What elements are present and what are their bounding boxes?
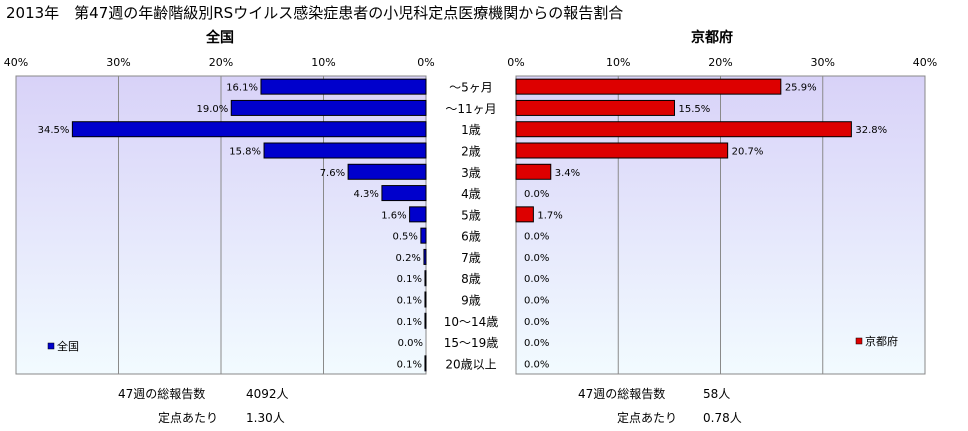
left-legend-label: 全国 [57, 339, 79, 353]
right-bar [515, 163, 552, 180]
category-label: 2歳 [461, 145, 481, 159]
left-tick-label: 0% [417, 56, 434, 69]
category-label: 9歳 [461, 294, 481, 308]
right-data-label: 1.7% [537, 210, 562, 221]
left-bar [409, 206, 427, 223]
category-label: 6歳 [461, 230, 481, 244]
right-tick-label: 30% [811, 56, 835, 69]
left-total-value: 4092人 [246, 387, 289, 401]
right-tick-label: 10% [606, 56, 630, 69]
left-data-label: 7.6% [320, 168, 345, 179]
left-data-label: 15.8% [229, 147, 261, 158]
category-label: 20歳以上 [445, 357, 496, 371]
category-label: 3歳 [461, 166, 481, 180]
left-bar [260, 78, 427, 95]
left-bar [423, 248, 427, 265]
left-legend-swatch [47, 342, 55, 350]
left-total-label: 47週の総報告数 [118, 387, 206, 401]
left-data-label: 4.3% [354, 189, 379, 200]
right-data-label: 25.9% [785, 83, 817, 94]
left-tick-label: 20% [209, 56, 233, 69]
left-data-label: 0.1% [397, 359, 422, 370]
left-bar [263, 142, 427, 159]
category-label: 8歳 [461, 272, 481, 286]
left-bar [230, 99, 427, 116]
left-bar [71, 121, 427, 138]
right-tick-label: 20% [708, 56, 732, 69]
left-bar [424, 291, 427, 308]
right-per-label: 定点あたり [617, 411, 678, 425]
left-bar [420, 227, 427, 244]
category-label: ～5ヶ月 [449, 81, 493, 95]
category-label: 10～14歳 [444, 315, 499, 329]
left-per-value: 1.30人 [246, 411, 285, 425]
right-total-value: 58人 [703, 387, 731, 401]
category-label: 1歳 [461, 123, 481, 137]
right-data-label: 0.0% [524, 253, 549, 264]
left-tick-label: 40% [4, 56, 28, 69]
left-bar [424, 355, 427, 372]
right-bar [515, 142, 729, 159]
left-bar [424, 270, 427, 287]
right-data-label: 0.0% [524, 232, 549, 243]
right-data-label: 0.0% [524, 189, 549, 200]
left-data-label: 0.1% [397, 296, 422, 307]
left-data-label: 0.5% [392, 232, 417, 243]
category-label: 4歳 [461, 187, 481, 201]
right-tick-label: 40% [913, 56, 937, 69]
right-legend-label: 京都府 [865, 334, 898, 348]
page-title: 2013年 第47週の年齢階級別RSウイルス感染症患者の小児科定点医療機関からの… [6, 4, 624, 22]
left-data-label: 34.5% [38, 125, 70, 136]
right-bar [515, 78, 782, 95]
right-bar [515, 121, 852, 138]
left-data-label: 0.2% [396, 253, 421, 264]
right-data-label: 20.7% [732, 147, 764, 158]
right-data-label: 0.0% [524, 274, 549, 285]
right-tick-label: 0% [507, 56, 524, 69]
left-data-label: 0.1% [397, 274, 422, 285]
right-chart-title: 京都府 [691, 29, 733, 46]
right-per-value: 0.78人 [703, 411, 742, 425]
left-chart-title: 全国 [205, 29, 234, 46]
category-label: 15～19歳 [444, 336, 499, 350]
right-data-label: 0.0% [524, 359, 549, 370]
right-data-label: 0.0% [524, 296, 549, 307]
left-per-label: 定点あたり [158, 411, 219, 425]
right-data-label: 0.0% [524, 317, 549, 328]
left-bar [347, 163, 427, 180]
right-data-label: 0.0% [524, 338, 549, 349]
right-data-label: 15.5% [678, 104, 710, 115]
left-bar [381, 185, 427, 202]
right-bar [515, 206, 534, 223]
category-label: ～11ヶ月 [445, 102, 496, 116]
category-label: 7歳 [461, 251, 481, 265]
left-data-label: 0.1% [397, 317, 422, 328]
left-tick-label: 10% [311, 56, 335, 69]
left-data-label: 0.0% [398, 338, 423, 349]
right-legend-swatch [855, 337, 863, 345]
left-bar [424, 312, 427, 329]
right-total-label: 47週の総報告数 [578, 387, 666, 401]
left-data-label: 16.1% [226, 83, 258, 94]
left-tick-label: 30% [106, 56, 130, 69]
left-data-label: 1.6% [381, 210, 406, 221]
category-label: 5歳 [461, 208, 481, 222]
left-data-label: 19.0% [196, 104, 228, 115]
right-data-label: 3.4% [555, 168, 580, 179]
right-bar [515, 99, 675, 116]
right-data-label: 32.8% [855, 125, 887, 136]
